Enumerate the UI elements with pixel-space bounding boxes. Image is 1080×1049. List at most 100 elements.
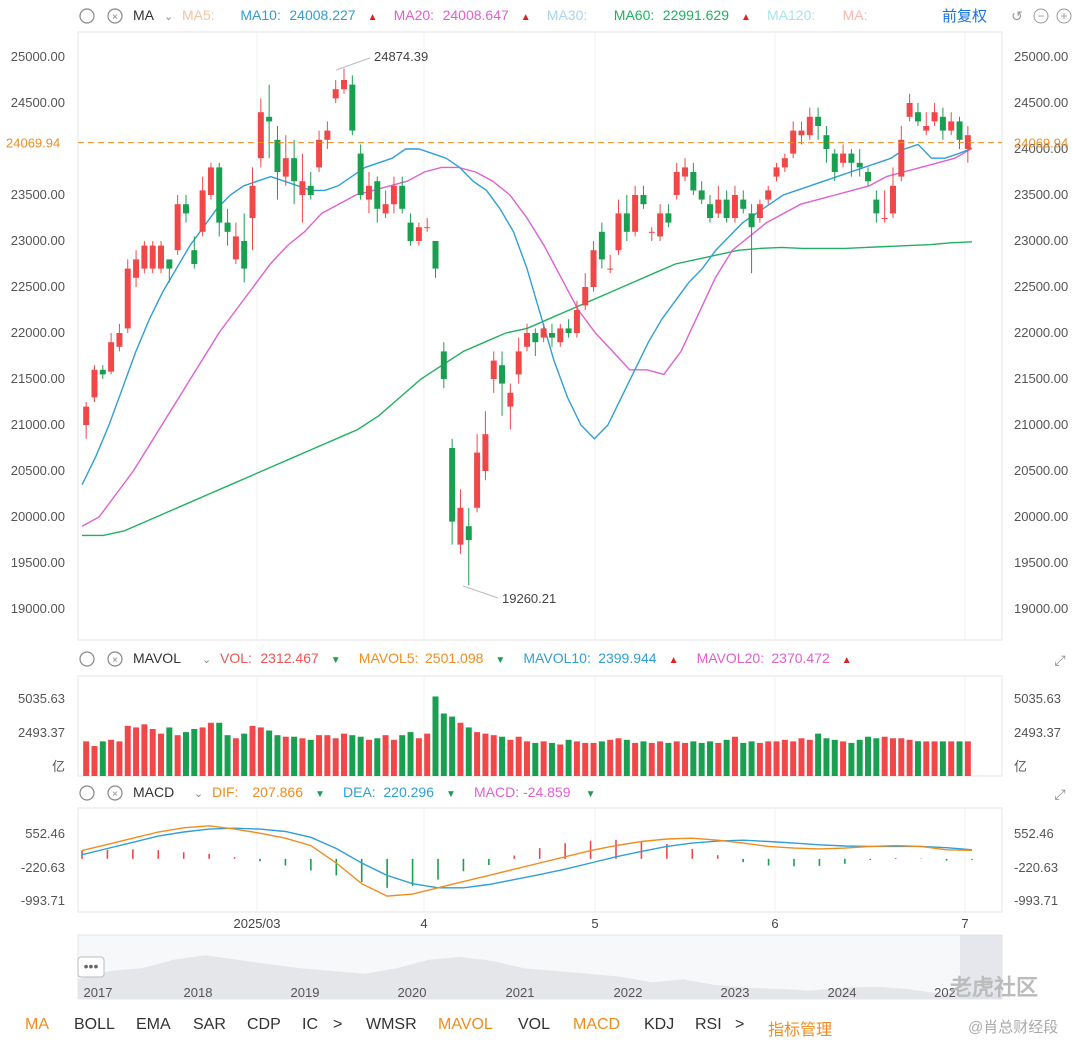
volume-bar [141, 724, 148, 776]
x-tick-label: 7 [961, 916, 968, 931]
legend-label: MAVOL20: [697, 650, 764, 666]
candle-body [765, 190, 772, 200]
candle-body [540, 328, 547, 338]
volume-bar [723, 739, 730, 776]
volume-bar [657, 741, 664, 776]
macd-plot-frame [77, 807, 1003, 913]
volume-bar [773, 741, 780, 776]
volume-bar [390, 739, 397, 776]
candle-body [524, 333, 530, 347]
vol-tick: 2493.37 [18, 725, 65, 740]
volume-bar [232, 738, 239, 776]
tab-6[interactable]: > [333, 1016, 343, 1033]
candle-body [91, 369, 98, 398]
tab-4[interactable]: CDP [247, 1016, 281, 1033]
price-tick-right: 22500.00 [1014, 279, 1068, 294]
candle-body [266, 116, 273, 122]
volume-bar [124, 725, 131, 776]
candle-body [557, 328, 564, 343]
volume-bar [898, 738, 905, 776]
volume-bar [507, 739, 514, 776]
candle-body [390, 185, 397, 205]
tab-13[interactable]: > [735, 1016, 745, 1033]
candle-body [482, 434, 489, 471]
candle-body [756, 204, 763, 218]
candles [83, 68, 971, 586]
high-leader [335, 57, 371, 71]
legend-value: 207.866 [252, 784, 303, 800]
candle-body [274, 139, 281, 172]
legend-label: MA5: [182, 7, 215, 23]
volume-bar [199, 727, 206, 776]
volume-bar [806, 739, 813, 776]
overview-handle-icon [77, 956, 105, 978]
candle-body [565, 328, 572, 333]
volume-bar [939, 741, 946, 776]
chevron-down-icon: ⌄ [194, 788, 203, 800]
tab-11[interactable]: KDJ [644, 1016, 675, 1033]
candle-body [598, 231, 605, 260]
tab-8[interactable]: MAVOL [438, 1016, 493, 1033]
volume-bar [224, 735, 231, 776]
candle-body [623, 213, 630, 232]
legend-arrow-icon: ▲ [368, 12, 378, 23]
candle-body [573, 310, 580, 333]
tab-14[interactable]: 指标管理 [768, 1022, 833, 1039]
zoom-in-glyph-icon: + [1060, 9, 1067, 23]
volume-bar [257, 727, 264, 776]
price-tick-right: 21500.00 [1014, 371, 1068, 386]
volume-bar [474, 732, 481, 776]
candle-body [582, 287, 589, 306]
volume-bar [623, 739, 630, 776]
candle-body [424, 227, 431, 229]
tab-7[interactable]: WMSR [366, 1016, 417, 1033]
price-tick-left: 19000.00 [11, 601, 65, 616]
candle-body [865, 172, 872, 182]
tab-0[interactable]: MA [25, 1016, 49, 1033]
volume-bar [690, 741, 697, 776]
legend-label: MA60: [614, 7, 654, 23]
candle-body [831, 153, 838, 172]
volume-bar [457, 722, 464, 776]
legend-value: 2370.472 [771, 650, 830, 666]
overview-navigator[interactable]: ••• 2017 2018 2019 2020 2021 2022 2023 2024 202 [77, 934, 1003, 1000]
legend-label: MACD: [474, 784, 519, 800]
volume-bar [815, 733, 822, 776]
volume-bar [465, 727, 472, 776]
volume-bar [374, 738, 381, 776]
volume-bar [682, 742, 689, 776]
tab-3[interactable]: SAR [193, 1016, 226, 1033]
volume-bar [116, 741, 123, 776]
candle-body [673, 172, 680, 195]
candle-body [207, 167, 214, 195]
price-tick-right: 24500.00 [1014, 95, 1068, 110]
volume-bar [715, 742, 722, 776]
tab-5[interactable]: IC [302, 1016, 318, 1033]
candle-body [690, 172, 697, 191]
close-icon [107, 785, 123, 801]
volume-bar [158, 733, 165, 776]
tab-9[interactable]: VOL [518, 1016, 551, 1033]
legend-value: 24008.227 [289, 7, 355, 23]
price-labels: 24069.94 24069.94 24874.39 19260.21 [0, 49, 1068, 606]
legend-arrow-icon: ▼ [586, 789, 596, 800]
low-leader [462, 585, 499, 599]
volume-bar [207, 722, 214, 776]
volume-bar [365, 739, 372, 776]
legend-label: DEA: [343, 784, 376, 800]
volume-bar [665, 742, 672, 776]
candle-body [706, 204, 713, 218]
tab-2[interactable]: EMA [136, 1016, 171, 1033]
settings-icon [79, 785, 95, 801]
tab-1[interactable]: BOLL [74, 1016, 115, 1033]
legend-arrow-icon: ▲ [521, 12, 531, 23]
price-tick-left: 22500.00 [11, 279, 65, 294]
volume-bar [765, 741, 772, 776]
price-tick-right: 24000.00 [1014, 141, 1068, 156]
tab-12[interactable]: RSI [695, 1016, 722, 1033]
tab-10[interactable]: MACD [573, 1016, 621, 1033]
price-tick-right: 23500.00 [1014, 187, 1068, 202]
candle-body [83, 406, 90, 425]
candle-body [923, 126, 930, 131]
volume-bar [382, 735, 389, 776]
